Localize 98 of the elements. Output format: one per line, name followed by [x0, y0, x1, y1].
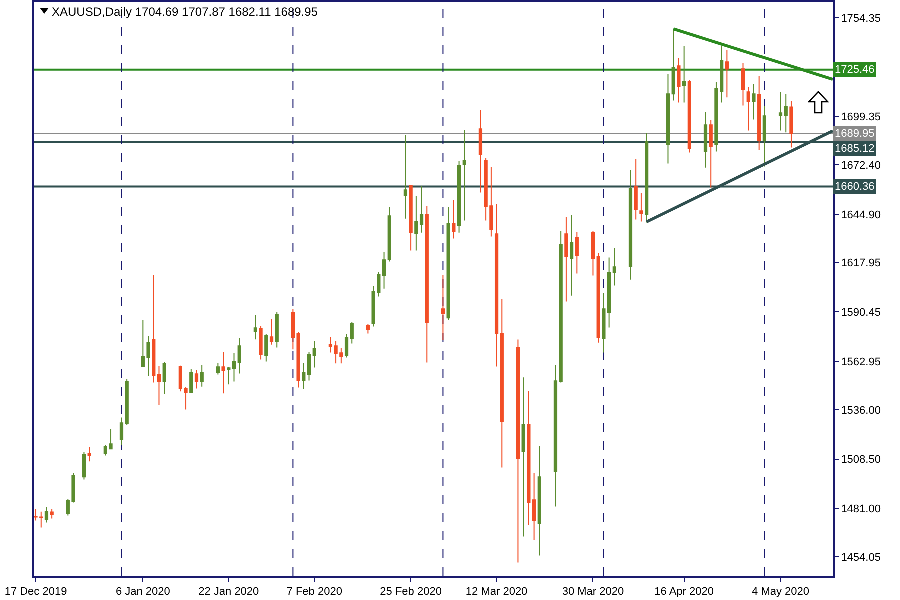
- candlestick: [640, 192, 644, 222]
- candlestick: [564, 216, 568, 302]
- candlestick: [645, 132, 649, 224]
- candlestick: [452, 199, 456, 240]
- x-tick-label: 25 Feb 2020: [380, 586, 442, 598]
- y-tick-label: 1644.90: [841, 209, 881, 222]
- y-tick-label: 1536.00: [841, 404, 881, 417]
- candlestick: [420, 185, 424, 234]
- candlestick: [264, 334, 268, 362]
- candlestick: [414, 196, 418, 252]
- candlestick: [522, 377, 526, 538]
- candlestick: [441, 274, 446, 340]
- x-tick-label: 16 Apr 2020: [654, 586, 714, 598]
- y-tick-label: 1617.95: [841, 258, 881, 270]
- candlestick: [50, 508, 54, 520]
- candlestick: [216, 362, 220, 376]
- candlestick: [232, 352, 236, 382]
- y-tick-label: 1481.00: [841, 504, 881, 516]
- candlestick: [425, 206, 429, 364]
- y-tick-label: 1562.95: [841, 356, 881, 368]
- y-tick-label: 1508.50: [841, 454, 881, 466]
- candlestick: [725, 50, 729, 98]
- candlestick: [88, 446, 92, 462]
- candlestick: [612, 248, 616, 286]
- candlestick: [682, 46, 686, 104]
- x-tick-label: 6 Jan 2020: [116, 586, 170, 598]
- candlestick: [404, 134, 408, 220]
- candlestick: [270, 318, 274, 346]
- ref-line-label: 1689.95: [835, 128, 875, 140]
- candlestick: [554, 364, 558, 508]
- candlestick: [591, 230, 596, 276]
- candlestick: [516, 339, 520, 564]
- candlestick: [634, 158, 638, 220]
- y-tick-label: 1672.40: [841, 160, 881, 172]
- candlestick: [382, 252, 386, 290]
- candlestick: [559, 230, 563, 384]
- candlestick: [344, 334, 349, 358]
- candlestick: [222, 352, 226, 394]
- candlestick: [120, 417, 124, 446]
- candlestick: [784, 94, 788, 134]
- x-tick-label: 30 Mar 2020: [562, 586, 624, 598]
- y-tick-label: 1454.05: [841, 552, 881, 564]
- candlestick: [275, 311, 279, 348]
- y-tick-label: 1699.35: [841, 112, 881, 124]
- candlestick: [162, 362, 166, 394]
- candlestick: [570, 214, 574, 296]
- candlestick: [790, 100, 794, 148]
- candlestick: [494, 204, 499, 368]
- candlestick: [200, 364, 204, 388]
- ref-line-label: 1725.46: [835, 64, 875, 76]
- candlestick: [366, 324, 370, 334]
- candlestick: [227, 366, 231, 386]
- candlestick: [457, 160, 462, 234]
- candlestick: [312, 340, 316, 368]
- candlestick: [446, 206, 450, 321]
- candlestick: [350, 322, 354, 344]
- y-tick-label: 1590.45: [841, 307, 881, 320]
- candlestick: [672, 28, 676, 102]
- candlestick: [259, 325, 263, 360]
- candlestick: [762, 106, 766, 168]
- candlestick: [194, 370, 199, 390]
- candlestick: [82, 451, 86, 480]
- candlestick: [190, 368, 194, 394]
- candlestick: [157, 366, 162, 406]
- x-tick-label: 4 May 2020: [752, 586, 810, 598]
- ref-line-label: 1660.36: [835, 181, 875, 193]
- candlestick: [677, 58, 681, 104]
- candlestick: [746, 86, 750, 132]
- candlestick: [666, 73, 670, 164]
- candlestick: [462, 130, 466, 222]
- x-tick-label: 17 Dec 2019: [4, 586, 68, 598]
- candlestick: [778, 92, 783, 132]
- candlestick: [500, 298, 504, 468]
- candlestick: [254, 314, 258, 340]
- candlestick: [752, 84, 756, 120]
- candlestick: [709, 120, 713, 188]
- candlestick: [758, 75, 762, 151]
- candlestick: [704, 112, 708, 168]
- y-tick-label: 1754.35: [841, 12, 881, 25]
- candlestick: [741, 62, 746, 106]
- candlestick: [478, 110, 483, 194]
- candlestick: [307, 352, 312, 382]
- candlestick: [596, 252, 600, 344]
- ref-line-label: 1685.12: [835, 143, 875, 155]
- x-tick-label: 22 Jan 2020: [198, 586, 260, 598]
- candlestick: [152, 274, 156, 384]
- candlestick: [125, 378, 129, 426]
- x-tick-label: 7 Feb 2020: [286, 586, 342, 598]
- candlestick: [628, 170, 633, 280]
- candlestick: [388, 206, 392, 262]
- candlestick: [44, 506, 49, 524]
- candlestick: [688, 80, 692, 154]
- candlestick: [302, 362, 306, 390]
- candlestick: [538, 446, 542, 556]
- x-tick-label: 12 Mar 2020: [466, 586, 528, 598]
- candlestick: [409, 185, 413, 252]
- candlestick: [575, 232, 579, 274]
- candlestick: [238, 338, 242, 374]
